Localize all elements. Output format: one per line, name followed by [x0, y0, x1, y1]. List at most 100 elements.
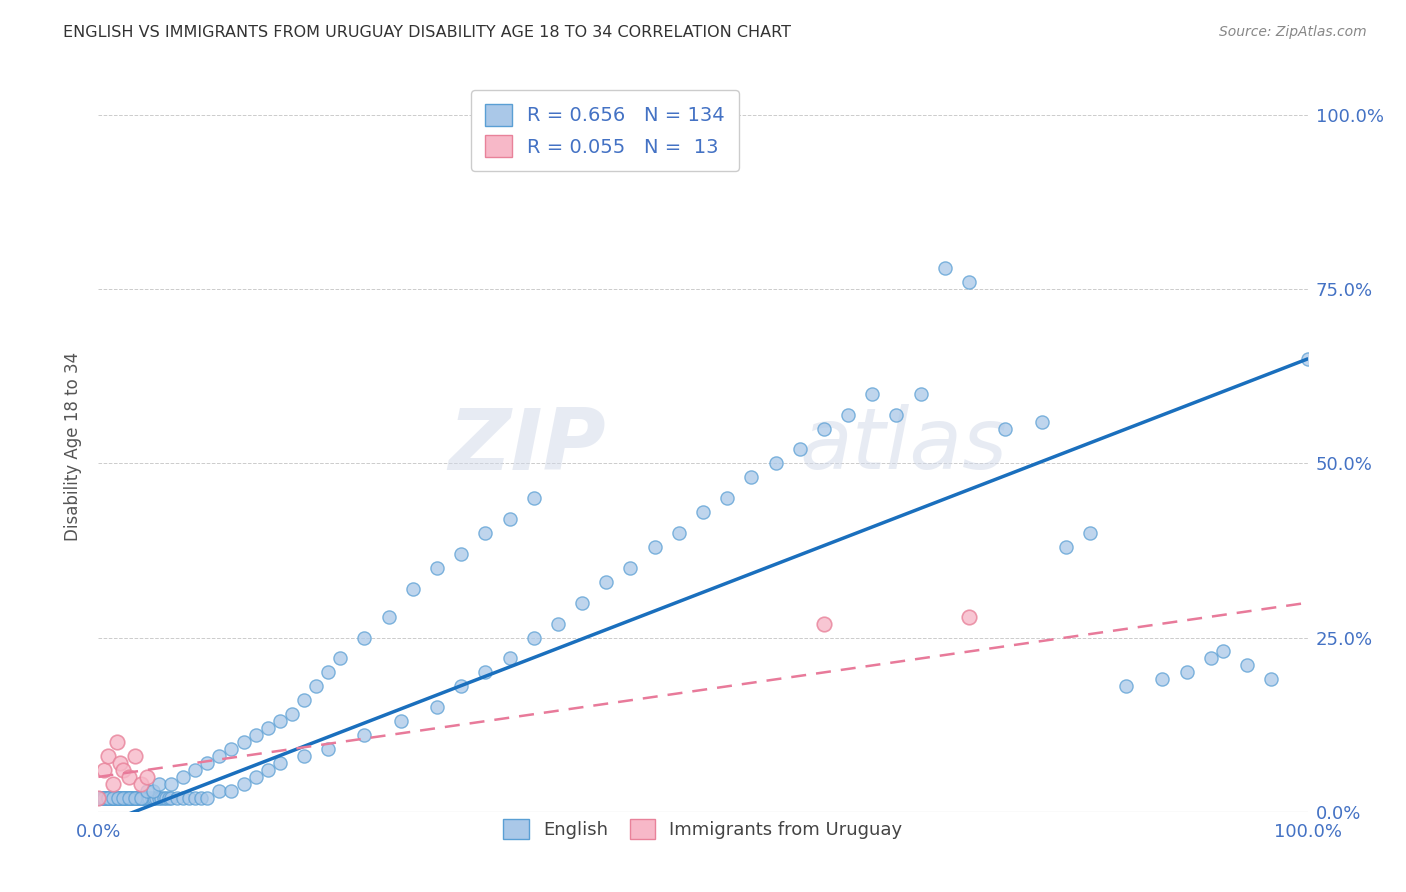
- Point: [910, 386, 932, 401]
- Point: [124, 790, 146, 805]
- Point: [789, 442, 811, 457]
- Point: [305, 679, 328, 693]
- Point: [172, 770, 194, 784]
- Point: [117, 790, 139, 805]
- Point: [134, 790, 156, 805]
- Point: [150, 790, 173, 805]
- Point: [813, 616, 835, 631]
- Point: [97, 790, 120, 805]
- Point: [692, 505, 714, 519]
- Point: [135, 790, 157, 805]
- Point: [208, 784, 231, 798]
- Y-axis label: Disability Age 18 to 34: Disability Age 18 to 34: [65, 351, 83, 541]
- Point: [245, 728, 267, 742]
- Point: [1212, 644, 1234, 658]
- Point: [292, 749, 315, 764]
- Point: [292, 693, 315, 707]
- Point: [1078, 526, 1101, 541]
- Point: [143, 790, 166, 805]
- Point: [190, 790, 212, 805]
- Point: [107, 790, 129, 805]
- Point: [155, 790, 177, 805]
- Point: [129, 790, 152, 805]
- Point: [111, 763, 134, 777]
- Point: [316, 742, 339, 756]
- Point: [668, 526, 690, 541]
- Point: [934, 261, 956, 276]
- Point: [886, 408, 908, 422]
- Point: [195, 756, 218, 770]
- Point: [118, 770, 141, 784]
- Point: [131, 790, 153, 805]
- Text: atlas: atlas: [800, 404, 1008, 488]
- Point: [269, 714, 291, 728]
- Point: [127, 790, 149, 805]
- Point: [316, 665, 339, 680]
- Point: [523, 631, 546, 645]
- Point: [112, 790, 135, 805]
- Point: [281, 707, 304, 722]
- Point: [94, 790, 117, 805]
- Point: [1054, 540, 1077, 554]
- Point: [571, 596, 593, 610]
- Point: [184, 763, 207, 777]
- Point: [129, 777, 152, 791]
- Point: [135, 770, 157, 784]
- Point: [957, 609, 980, 624]
- Point: [118, 790, 141, 805]
- Point: [108, 756, 131, 770]
- Point: [128, 790, 150, 805]
- Point: [100, 790, 122, 805]
- Point: [142, 784, 165, 798]
- Point: [994, 421, 1017, 435]
- Point: [172, 790, 194, 805]
- Point: [245, 770, 267, 784]
- Point: [179, 790, 201, 805]
- Point: [426, 561, 449, 575]
- Point: [450, 547, 472, 561]
- Point: [101, 790, 124, 805]
- Point: [619, 561, 641, 575]
- Point: [426, 700, 449, 714]
- Point: [1199, 651, 1222, 665]
- Point: [121, 790, 143, 805]
- Point: [1236, 658, 1258, 673]
- Point: [93, 790, 115, 805]
- Point: [93, 763, 115, 777]
- Point: [547, 616, 569, 631]
- Point: [115, 790, 138, 805]
- Point: [389, 714, 412, 728]
- Point: [595, 574, 617, 589]
- Point: [195, 790, 218, 805]
- Point: [108, 790, 131, 805]
- Point: [813, 421, 835, 435]
- Point: [329, 651, 352, 665]
- Point: [145, 790, 167, 805]
- Point: [160, 790, 183, 805]
- Point: [353, 728, 375, 742]
- Point: [103, 790, 125, 805]
- Point: [232, 777, 254, 791]
- Legend: English, Immigrants from Uruguay: English, Immigrants from Uruguay: [492, 808, 914, 850]
- Point: [101, 777, 124, 791]
- Point: [101, 790, 124, 805]
- Point: [353, 631, 375, 645]
- Point: [184, 790, 207, 805]
- Point: [1115, 679, 1137, 693]
- Point: [135, 784, 157, 798]
- Point: [132, 790, 155, 805]
- Point: [129, 790, 152, 805]
- Point: [118, 790, 141, 805]
- Point: [860, 386, 883, 401]
- Point: [1296, 351, 1319, 366]
- Point: [87, 790, 110, 805]
- Point: [97, 790, 120, 805]
- Text: ENGLISH VS IMMIGRANTS FROM URUGUAY DISABILITY AGE 18 TO 34 CORRELATION CHART: ENGLISH VS IMMIGRANTS FROM URUGUAY DISAB…: [63, 25, 792, 40]
- Point: [1175, 665, 1198, 680]
- Point: [1031, 415, 1053, 429]
- Point: [96, 790, 118, 805]
- Point: [221, 742, 243, 756]
- Point: [450, 679, 472, 693]
- Point: [474, 526, 496, 541]
- Point: [232, 735, 254, 749]
